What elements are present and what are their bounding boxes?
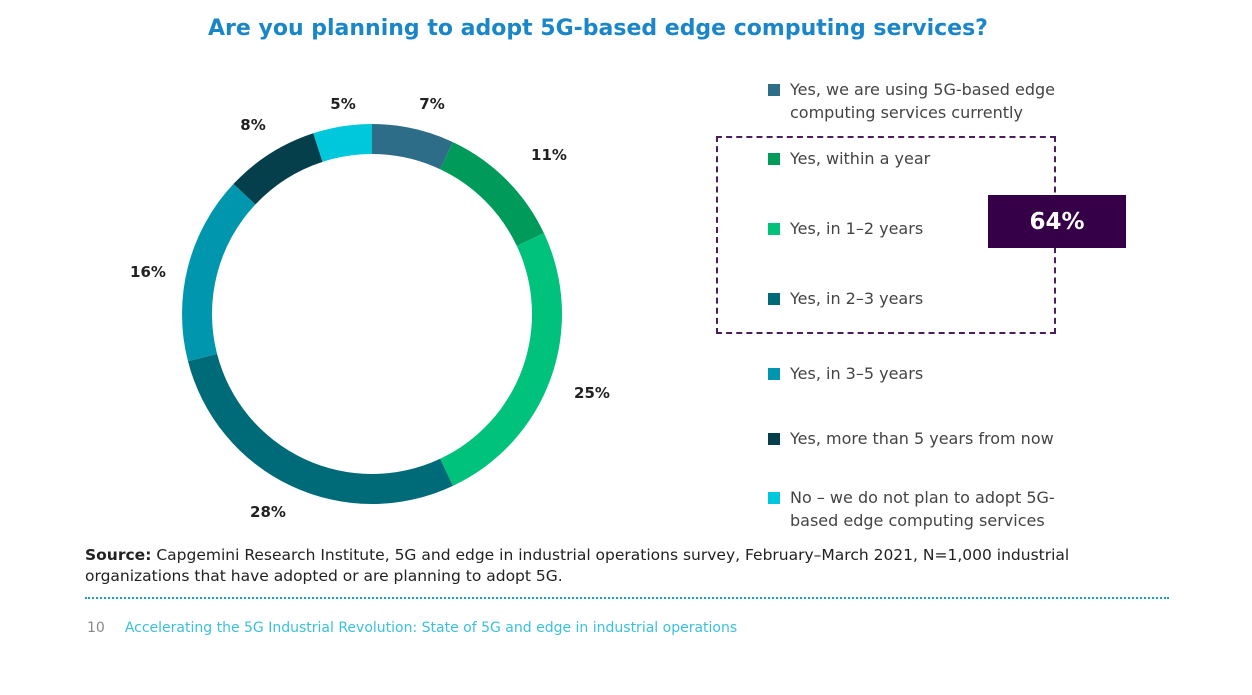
legend-label: Yes, within a year bbox=[790, 149, 931, 168]
donut-slice bbox=[187, 353, 453, 505]
footer-title: Accelerating the 5G Industrial Revolutio… bbox=[124, 620, 738, 636]
chart-title: Are you planning to adopt 5G-based edge … bbox=[208, 16, 988, 41]
legend-item: Yes, in 2–3 years bbox=[768, 287, 1128, 310]
legend-item: Yes, within a year bbox=[768, 147, 1128, 170]
donut-slice bbox=[440, 233, 562, 486]
footer: 10 Accelerating the 5G Industrial Revolut… bbox=[87, 620, 737, 636]
legend-label: Yes, in 3–5 years bbox=[790, 364, 924, 383]
slice-value-label: 5% bbox=[330, 95, 356, 113]
page-number: 10 bbox=[87, 620, 105, 636]
legend-item: Yes, in 1–2 years bbox=[768, 217, 1128, 240]
donut-slice bbox=[372, 124, 453, 170]
legend-label: No – we do not plan to adopt 5G-based ed… bbox=[790, 488, 1055, 530]
donut-slice bbox=[440, 142, 544, 246]
legend-swatch bbox=[768, 433, 780, 445]
slice-value-label: 8% bbox=[240, 116, 266, 134]
legend-label: Yes, in 2–3 years bbox=[790, 289, 924, 308]
slice-value-label: 25% bbox=[574, 384, 610, 402]
donut-slice bbox=[313, 124, 372, 162]
source-label: Source: bbox=[85, 546, 152, 564]
donut-chart bbox=[182, 124, 562, 505]
legend-swatch bbox=[768, 293, 780, 305]
divider bbox=[85, 597, 1169, 599]
legend-swatch bbox=[768, 223, 780, 235]
source-note: Source: Capgemini Research Institute, 5G… bbox=[85, 545, 1175, 587]
callout-64-percent: 64% bbox=[988, 195, 1126, 248]
legend-label: Yes, in 1–2 years bbox=[790, 219, 924, 238]
donut-slice bbox=[182, 183, 256, 362]
legend-swatch bbox=[768, 153, 780, 165]
legend-swatch bbox=[768, 492, 780, 504]
slice-value-label: 7% bbox=[419, 95, 445, 113]
legend-label: Yes, we are using 5G-based edge computin… bbox=[790, 80, 1056, 122]
slice-value-label: 11% bbox=[531, 146, 567, 164]
legend-swatch bbox=[768, 368, 780, 380]
legend-label: Yes, more than 5 years from now bbox=[790, 429, 1054, 448]
donut-slice bbox=[233, 133, 323, 205]
source-text: Capgemini Research Institute, 5G and edg… bbox=[85, 546, 1070, 585]
slice-value-label: 16% bbox=[130, 263, 166, 281]
legend-swatch bbox=[768, 84, 780, 96]
legend-item: No – we do not plan to adopt 5G-based ed… bbox=[768, 486, 1128, 532]
slice-value-label: 28% bbox=[250, 503, 286, 521]
legend-item: Yes, in 3–5 years bbox=[768, 362, 1128, 385]
legend-item: Yes, we are using 5G-based edge computin… bbox=[768, 78, 1128, 124]
legend-item: Yes, more than 5 years from now bbox=[768, 427, 1128, 450]
